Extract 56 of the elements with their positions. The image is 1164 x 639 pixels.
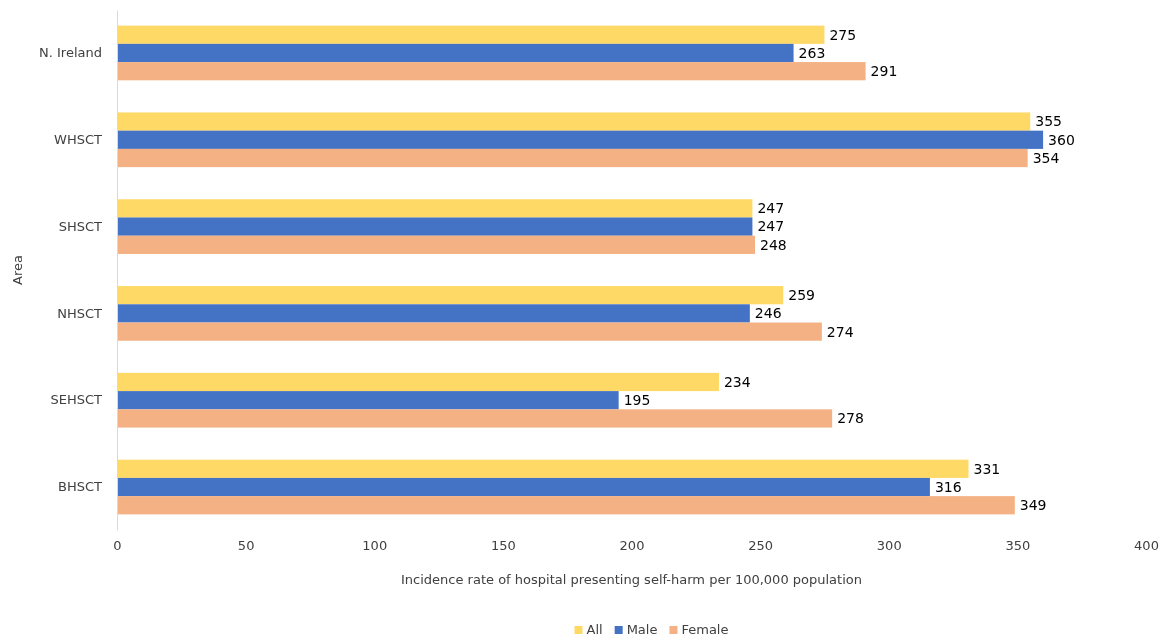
legend-label: Female (681, 622, 729, 637)
bar (117, 304, 750, 323)
bar (117, 25, 825, 44)
x-axis-title: Incidence rate of hospital presenting self-harm per 100,000 population (401, 572, 862, 587)
y-axis-title: Area (10, 255, 25, 285)
y-tick-label: SEHSCT (50, 392, 103, 408)
bar (117, 322, 822, 341)
x-tick-label: 250 (748, 538, 774, 554)
y-tick-label: N. Ireland (39, 45, 102, 61)
data-label: 259 (788, 287, 816, 304)
bar (117, 496, 1015, 515)
x-tick-label: 350 (1005, 538, 1031, 554)
y-tick-label: SHSCT (58, 218, 103, 234)
data-label: 234 (723, 373, 751, 390)
bar (117, 199, 753, 218)
data-label: 246 (754, 305, 782, 322)
x-tick-label: 50 (237, 538, 255, 554)
data-label: 278 (837, 410, 864, 427)
x-tick-label: 400 (1134, 538, 1159, 554)
bar (117, 372, 719, 392)
data-label: 263 (798, 44, 826, 61)
data-label: 274 (826, 323, 854, 340)
data-label: 275 (829, 26, 857, 43)
y-tick-label: BHSCT (58, 479, 103, 495)
data-label: 291 (870, 63, 898, 80)
data-label: 349 (1019, 497, 1047, 514)
data-label: 354 (1032, 149, 1060, 166)
data-label: 195 (623, 392, 651, 409)
data-label: 247 (757, 218, 785, 235)
data-label: 247 (757, 200, 785, 217)
bar (117, 459, 969, 478)
data-label: 316 (934, 478, 962, 495)
data-label: 331 (973, 460, 1001, 477)
bar (117, 130, 1044, 149)
x-tick-label: 150 (490, 538, 516, 554)
data-label: 360 (1048, 131, 1075, 148)
x-tick-label: 100 (362, 538, 388, 554)
bar (117, 391, 619, 410)
bar (117, 286, 784, 305)
legend-label: All (586, 622, 603, 637)
legend-label: Male (626, 622, 658, 637)
y-tick-label: NHSCT (57, 305, 103, 321)
bar (117, 148, 1028, 168)
bar (117, 409, 833, 428)
y-tick-label: WHSCT (54, 131, 103, 147)
bar (117, 62, 866, 81)
x-tick-label: 0 (113, 538, 122, 554)
bar (117, 477, 930, 497)
bar (117, 112, 1031, 131)
bar (117, 235, 755, 254)
bar (117, 43, 794, 63)
bar (117, 217, 753, 236)
data-label: 355 (1035, 113, 1062, 130)
x-tick-label: 200 (619, 538, 645, 554)
x-tick-label: 300 (876, 538, 902, 554)
data-label: 248 (759, 236, 787, 253)
